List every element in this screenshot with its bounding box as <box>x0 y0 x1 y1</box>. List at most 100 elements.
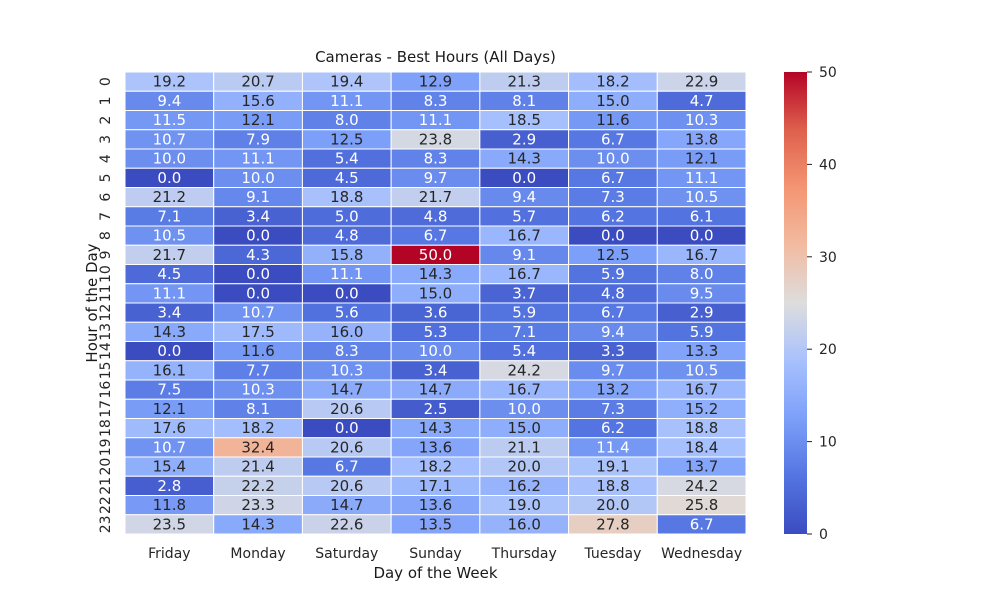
cell-value-label: 8.3 <box>335 342 359 360</box>
cell-value-label: 16.1 <box>153 361 186 379</box>
colorbar-tick-label: 0 <box>819 527 828 543</box>
cell-value-label: 6.7 <box>335 458 359 476</box>
cell-value-label: 12.5 <box>330 130 363 148</box>
y-tick-label: 8 <box>98 231 114 240</box>
cell-value-label: 18.2 <box>596 73 629 91</box>
cell-value-label: 18.5 <box>508 111 541 129</box>
cell-value-label: 10.5 <box>153 227 186 245</box>
chart-title: Cameras - Best Hours (All Days) <box>315 48 556 66</box>
y-tick-label: 14 <box>98 342 114 360</box>
cell-value-label: 10.5 <box>685 361 718 379</box>
cell-value-label: 4.8 <box>335 227 359 245</box>
cell-value-label: 20.6 <box>330 477 363 495</box>
cell-value-label: 5.6 <box>335 304 359 322</box>
cell-value-label: 3.4 <box>246 207 270 225</box>
cell-value-label: 10.3 <box>685 111 718 129</box>
cell-value-label: 11.1 <box>153 284 186 302</box>
cell-value-label: 9.4 <box>157 92 181 110</box>
y-tick-label: 9 <box>98 250 114 259</box>
cell-value-label: 11.1 <box>685 169 718 187</box>
cell-value-label: 16.7 <box>508 381 541 399</box>
cell-value-label: 12.1 <box>241 111 274 129</box>
y-tick-label: 0 <box>98 77 114 86</box>
cell-value-label: 14.3 <box>508 150 541 168</box>
cell-value-label: 13.5 <box>419 515 452 533</box>
cell-value-label: 9.4 <box>601 323 625 341</box>
y-tick-label: 7 <box>98 212 114 221</box>
cell-value-label: 11.6 <box>241 342 274 360</box>
cell-value-label: 10.0 <box>596 150 629 168</box>
x-tick-label: Tuesday <box>583 546 641 562</box>
cell-value-label: 6.2 <box>601 207 625 225</box>
cell-value-label: 19.1 <box>596 458 629 476</box>
colorbar-tick-label: 40 <box>819 157 837 173</box>
cell-value-label: 13.6 <box>419 438 452 456</box>
cell-value-label: 4.8 <box>424 207 448 225</box>
cell-value-label: 11.1 <box>330 265 363 283</box>
cell-value-label: 3.4 <box>424 361 448 379</box>
cell-value-label: 15.0 <box>596 92 629 110</box>
cell-value-label: 13.8 <box>685 130 718 148</box>
cell-value-label: 0.0 <box>157 169 181 187</box>
x-tick-label: Friday <box>148 546 190 562</box>
y-tick-label: 17 <box>98 400 114 418</box>
cell-value-label: 16.0 <box>330 323 363 341</box>
cell-value-label: 10.3 <box>241 381 274 399</box>
cell-value-label: 18.8 <box>596 477 629 495</box>
cell-value-label: 10.0 <box>153 150 186 168</box>
cell-value-label: 9.4 <box>512 188 536 206</box>
cell-value-label: 14.3 <box>419 419 452 437</box>
cell-value-label: 15.0 <box>419 284 452 302</box>
cell-value-label: 14.3 <box>419 265 452 283</box>
cell-value-label: 21.7 <box>419 188 452 206</box>
cell-value-label: 15.6 <box>241 92 274 110</box>
cell-value-label: 9.1 <box>246 188 270 206</box>
cell-value-label: 13.6 <box>419 496 452 514</box>
cell-value-label: 0.0 <box>512 169 536 187</box>
cell-value-label: 0.0 <box>335 284 359 302</box>
cell-value-label: 21.2 <box>153 188 186 206</box>
cell-value-label: 0.0 <box>246 227 270 245</box>
cell-value-label: 2.9 <box>690 304 714 322</box>
cell-value-label: 19.2 <box>153 73 186 91</box>
cell-value-label: 13.2 <box>596 381 629 399</box>
cell-value-label: 12.5 <box>596 246 629 264</box>
y-tick-label: 4 <box>98 154 114 163</box>
cell-value-label: 10.7 <box>153 438 186 456</box>
y-tick-label: 5 <box>98 173 114 182</box>
cell-value-label: 21.7 <box>153 246 186 264</box>
x-tick-label: Thursday <box>491 546 557 562</box>
cell-value-label: 5.3 <box>424 323 448 341</box>
y-tick-label: 15 <box>98 361 114 379</box>
cell-value-label: 9.7 <box>424 169 448 187</box>
cell-value-label: 3.6 <box>424 304 448 322</box>
cell-value-label: 9.5 <box>690 284 714 302</box>
cell-value-label: 10.0 <box>241 169 274 187</box>
cell-value-label: 14.7 <box>419 381 452 399</box>
x-tick-label: Wednesday <box>661 546 742 562</box>
cell-value-label: 20.0 <box>596 496 629 514</box>
cell-value-label: 7.5 <box>157 381 181 399</box>
y-tick-label: 19 <box>98 438 114 456</box>
cell-value-label: 6.1 <box>690 207 714 225</box>
cell-value-label: 18.2 <box>241 419 274 437</box>
cell-value-label: 12.1 <box>153 400 186 418</box>
cell-value-label: 6.7 <box>424 227 448 245</box>
cell-value-label: 11.4 <box>596 438 629 456</box>
cell-value-label: 4.3 <box>246 246 270 264</box>
y-tick-label: 13 <box>98 323 114 341</box>
cell-value-label: 0.0 <box>246 265 270 283</box>
cell-value-label: 22.2 <box>241 477 274 495</box>
colorbar <box>784 72 807 534</box>
y-tick-label: 6 <box>98 193 114 202</box>
cell-value-label: 2.8 <box>157 477 181 495</box>
cell-value-label: 10.7 <box>241 304 274 322</box>
x-tick-label: Monday <box>230 546 285 562</box>
cell-value-label: 24.2 <box>508 361 541 379</box>
cell-value-label: 14.7 <box>330 496 363 514</box>
cell-value-label: 10.0 <box>508 400 541 418</box>
cell-value-label: 6.2 <box>601 419 625 437</box>
cell-value-label: 10.7 <box>153 130 186 148</box>
cell-value-label: 12.9 <box>419 73 452 91</box>
cell-value-label: 5.9 <box>601 265 625 283</box>
